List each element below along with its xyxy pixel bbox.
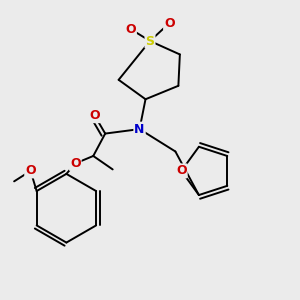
Text: O: O: [125, 22, 136, 36]
Text: O: O: [70, 157, 81, 170]
Text: O: O: [176, 164, 187, 177]
Text: O: O: [164, 16, 175, 30]
Text: O: O: [25, 164, 36, 177]
Text: O: O: [89, 109, 100, 122]
Text: S: S: [146, 34, 154, 47]
Text: N: N: [134, 123, 145, 136]
